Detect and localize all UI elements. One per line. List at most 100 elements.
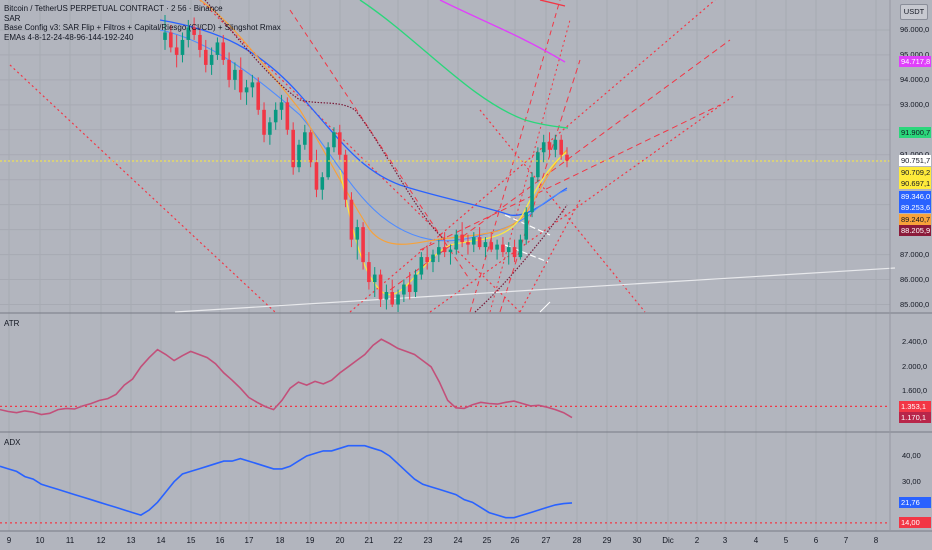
support-line — [174, 267, 896, 313]
candle-40 — [396, 289, 400, 312]
candle-body-24 — [303, 132, 307, 145]
candle-60 — [512, 239, 517, 263]
time-tick-21: 30 — [632, 536, 642, 545]
asc-line-steep — [519, 199, 581, 313]
ema-192-line — [439, 0, 566, 63]
time-tick-26: 5 — [783, 536, 789, 545]
candle-body-11 — [227, 59, 231, 80]
candle-body-10 — [221, 42, 226, 60]
price-tag-6: 89.253,6 — [899, 202, 931, 214]
candle-57 — [495, 239, 499, 260]
time-tick-2: 11 — [65, 536, 75, 545]
time-tick-19: 28 — [572, 536, 582, 545]
candle-body-23 — [297, 144, 301, 168]
chart-legend: Bitcoin / TetherUS PERPETUAL CONTRACT · … — [4, 4, 281, 42]
candle-body-30 — [337, 132, 342, 155]
candle-body-39 — [390, 292, 395, 305]
candle-body-29 — [332, 132, 336, 148]
candle-body-21 — [285, 102, 290, 130]
candle-body-28 — [326, 147, 330, 178]
candle-63 — [530, 172, 534, 218]
candle-body-1 — [169, 32, 173, 48]
flag-line-top — [504, 214, 551, 236]
legend-symbol[interactable]: Bitcoin / TetherUS PERPETUAL CONTRACT · … — [4, 4, 223, 13]
candle-67 — [553, 134, 558, 158]
candle-body-19 — [273, 109, 278, 123]
time-tick-25: 4 — [753, 536, 759, 545]
price-tag-5: 89.346,0 — [899, 190, 931, 202]
candle-56 — [489, 232, 494, 253]
sar-lower-series — [474, 204, 568, 313]
candle-30 — [337, 124, 342, 160]
candle-43 — [413, 269, 418, 298]
atr-tick-2: 1.600,0 — [902, 386, 928, 396]
candle-body-65 — [541, 142, 546, 153]
candle-33 — [355, 219, 360, 260]
time-tick-24: 3 — [722, 536, 728, 545]
candle-46 — [431, 249, 435, 273]
adx-tag-1: 14,00 — [899, 517, 931, 529]
time-tick-13: 22 — [393, 536, 403, 545]
candle-49 — [448, 244, 453, 265]
candle-body-22 — [291, 129, 295, 168]
candle-9 — [215, 37, 220, 60]
ema-240-line — [539, 0, 566, 7]
currency-button[interactable]: USDT — [900, 4, 928, 20]
price-tick-9: 87.000,0 — [900, 249, 930, 259]
candle-32 — [349, 192, 354, 248]
legend-sar[interactable]: SAR — [4, 13, 21, 23]
candle-68 — [559, 134, 563, 160]
time-tick-17: 26 — [510, 536, 520, 545]
candle-14 — [244, 79, 249, 105]
candle-body-44 — [419, 257, 424, 275]
price-tick-10: 86.000,0 — [900, 274, 930, 284]
price-tag-2: 90.751,7 — [899, 155, 931, 167]
flag-tick — [539, 301, 551, 313]
candle-12 — [233, 62, 237, 90]
legend-base-config[interactable]: Base Config v3: SAR Flip + Filtros + Cap… — [4, 23, 281, 32]
candle-47 — [437, 239, 441, 263]
candle-body-7 — [203, 49, 208, 65]
candle-23 — [297, 139, 301, 173]
atr-tick-0: 2.400,0 — [902, 337, 928, 347]
sar-upper-series — [204, 0, 446, 241]
price-tag-0: 94.717,8 — [899, 56, 931, 68]
time-tick-23: 2 — [694, 536, 700, 545]
candle-body-67 — [553, 139, 558, 150]
time-tick-11: 20 — [335, 536, 345, 545]
atr-tick-1: 2.000,0 — [902, 361, 928, 371]
flag-line-bottom — [504, 244, 549, 263]
candle-body-59 — [506, 247, 511, 253]
candle-53 — [471, 232, 476, 253]
candle-body-57 — [495, 244, 499, 250]
time-tick-27: 6 — [813, 536, 819, 545]
candle-22 — [291, 122, 295, 175]
desc-channel-lower — [9, 64, 276, 313]
candle-34 — [361, 222, 365, 270]
candle-body-51 — [460, 234, 464, 243]
candle-body-12 — [233, 69, 237, 80]
price-tick-1: 95.000,0 — [900, 49, 930, 59]
candle-body-62 — [524, 212, 529, 240]
candle-body-56 — [489, 242, 494, 250]
adx-pane-title: ADX — [4, 438, 21, 447]
legend-emas[interactable]: EMAs 4-8-12-24-48-96-144-192-240 — [4, 32, 134, 42]
candle-body-35 — [367, 262, 371, 283]
candle-51 — [460, 222, 464, 248]
adx-tick-0: 40,00 — [902, 451, 921, 460]
candle-body-64 — [536, 152, 540, 178]
candle-10 — [221, 34, 226, 65]
candle-body-66 — [547, 142, 552, 150]
candle-body-60 — [512, 247, 517, 258]
candle-body-37 — [378, 274, 383, 300]
time-tick-16: 25 — [482, 536, 492, 545]
candle-body-5 — [192, 27, 196, 35]
candle-1 — [169, 24, 173, 53]
time-tick-29: 8 — [873, 536, 879, 545]
candle-body-3 — [180, 39, 185, 55]
time-tick-22: Dic — [662, 536, 674, 545]
candle-body-14 — [244, 87, 249, 93]
candle-45 — [425, 247, 429, 270]
adx-line — [0, 444, 573, 519]
